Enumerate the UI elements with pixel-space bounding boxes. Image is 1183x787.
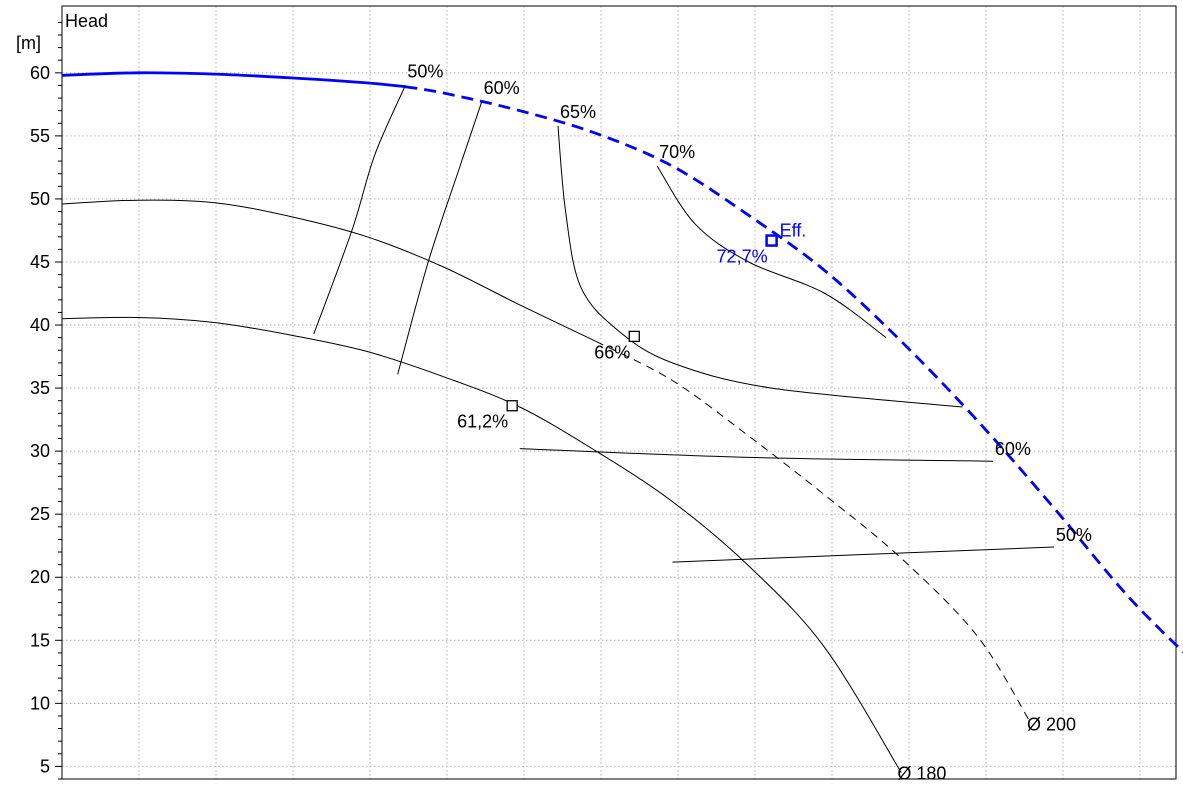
plot-frame: [62, 6, 1176, 779]
efficiency-contour: [314, 85, 406, 334]
y-tick-label: 50: [30, 189, 50, 209]
y-tick-label: 20: [30, 567, 50, 587]
best-efficiency-marker: [629, 331, 639, 341]
efficiency-contour-label: 70%: [659, 142, 695, 162]
best-efficiency-label: Eff.: [780, 221, 807, 241]
best-efficiency-marker: [507, 401, 517, 411]
y-tick-label: 10: [30, 693, 50, 713]
y-axis-unit: [m]: [16, 33, 41, 53]
best-efficiency-value: 61,2%: [457, 412, 508, 432]
y-tick-label: 5: [40, 756, 50, 776]
curves: [62, 73, 1183, 773]
head-curve-solid: [62, 200, 596, 341]
best-efficiency-marker: [767, 236, 777, 246]
y-axis-label: Head: [65, 11, 108, 31]
efficiency-contour-label: 50%: [407, 61, 443, 81]
head-curve-solid: [62, 317, 901, 772]
efficiency-contour-label: 65%: [560, 102, 596, 122]
y-tick-label: 40: [30, 315, 50, 335]
efficiency-contour-label: 60%: [995, 439, 1031, 459]
y-tick-label: 30: [30, 441, 50, 461]
head-curve-dashed: [405, 87, 1183, 675]
y-tick-label: 35: [30, 378, 50, 398]
efficiency-contour-label: 50%: [1056, 525, 1092, 545]
y-tick-label: 45: [30, 252, 50, 272]
diameter-label: Ø 200: [1027, 715, 1076, 735]
y-tick-label: 15: [30, 630, 50, 650]
y-axis: Head [m] 5 10 15 20 25 30 35 40 45 50 55 60: [16, 6, 1176, 779]
diameter-label: Ø 180: [897, 764, 946, 784]
best-efficiency-value: 72,7%: [717, 247, 768, 267]
y-tick-label: 25: [30, 504, 50, 524]
head-curve-dashed: [596, 341, 1031, 723]
y-tick-label: 60: [30, 63, 50, 83]
y-tick-label: 55: [30, 126, 50, 146]
efficiency-contour: [672, 547, 1054, 562]
efficiency-contour: [520, 449, 993, 462]
efficiency-contour: [657, 166, 886, 338]
head-curve-solid: [62, 73, 405, 87]
efficiency-contour: [398, 102, 482, 374]
grid: [62, 6, 1176, 779]
efficiency-contour-label: 60%: [484, 78, 520, 98]
best-efficiency-value: 66%: [594, 342, 630, 362]
